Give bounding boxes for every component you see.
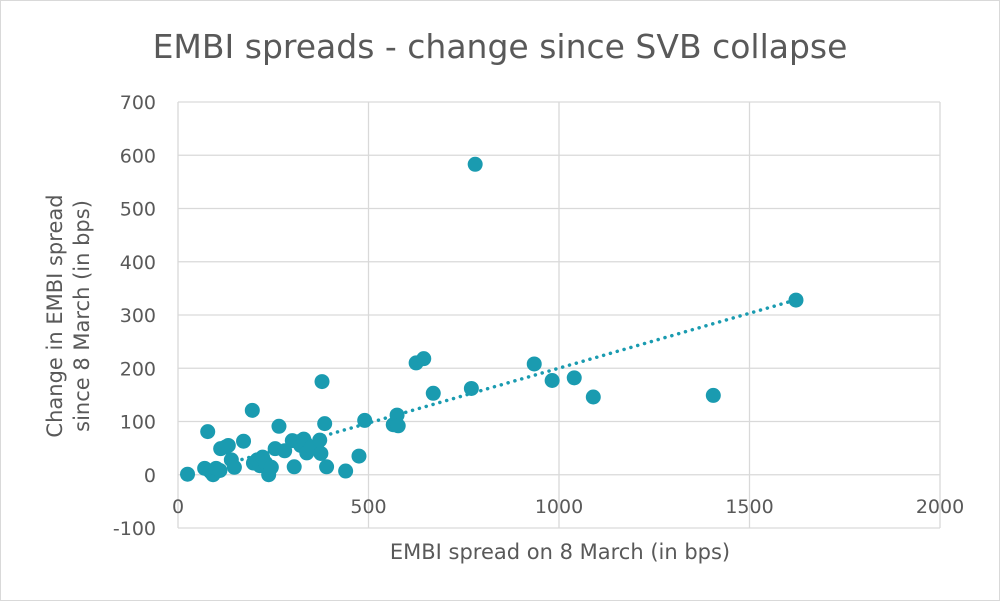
data-point [200, 424, 216, 440]
x-tick-label: 500 [350, 496, 386, 518]
data-point [313, 445, 329, 461]
data-point [357, 412, 373, 428]
data-point [425, 385, 441, 401]
data-point [314, 374, 330, 390]
data-point [566, 370, 582, 386]
x-axis-ticks: 0 500 1000 1500 2000 [172, 496, 964, 518]
y-axis-ticks: -100 0 100 200 300 400 500 600 700 [113, 92, 156, 540]
chart-title: EMBI spreads - change since SVB collapse [153, 27, 848, 66]
data-point [317, 416, 333, 432]
trendline [233, 298, 797, 464]
x-tick-label: 0 [172, 496, 184, 518]
data-point [463, 380, 479, 396]
data-point [416, 351, 432, 367]
y-tick-label: 600 [120, 145, 156, 167]
data-point [263, 459, 279, 475]
data-point [226, 459, 242, 475]
data-point [585, 389, 601, 405]
data-points [180, 156, 804, 483]
data-point [705, 387, 721, 403]
y-tick-label: 400 [120, 252, 156, 274]
x-axis-label: EMBI spread on 8 March (in bps) [390, 540, 730, 564]
x-tick-label: 1500 [725, 496, 773, 518]
data-point [236, 433, 252, 449]
x-tick-label: 2000 [916, 496, 964, 518]
y-axis-label: Change in EMBI spread since 8 March (in … [43, 194, 94, 437]
data-point [319, 459, 335, 475]
y-tick-label: 0 [144, 465, 156, 487]
y-axis-label-line2: since 8 March (in bps) [70, 200, 94, 432]
trendline-group [233, 298, 797, 464]
data-point [312, 432, 328, 448]
y-tick-label: 200 [120, 358, 156, 380]
y-tick-label: 300 [120, 305, 156, 327]
y-tick-label: 100 [120, 412, 156, 434]
y-tick-label: -100 [113, 518, 156, 540]
data-point [212, 462, 228, 478]
data-point [220, 437, 236, 453]
data-point [180, 466, 196, 482]
data-point [467, 156, 483, 172]
data-point [544, 372, 560, 388]
y-tick-label: 500 [120, 199, 156, 221]
data-point [244, 402, 260, 418]
data-point [788, 292, 804, 308]
data-point [526, 356, 542, 372]
data-point [390, 418, 406, 434]
y-axis-label-line1: Change in EMBI spread [43, 194, 67, 437]
data-point [271, 418, 287, 434]
x-tick-label: 1000 [535, 496, 583, 518]
gridlines [177, 101, 941, 529]
y-tick-label: 700 [120, 92, 156, 114]
data-point [286, 459, 302, 475]
data-point [351, 448, 367, 464]
data-point [338, 463, 354, 479]
